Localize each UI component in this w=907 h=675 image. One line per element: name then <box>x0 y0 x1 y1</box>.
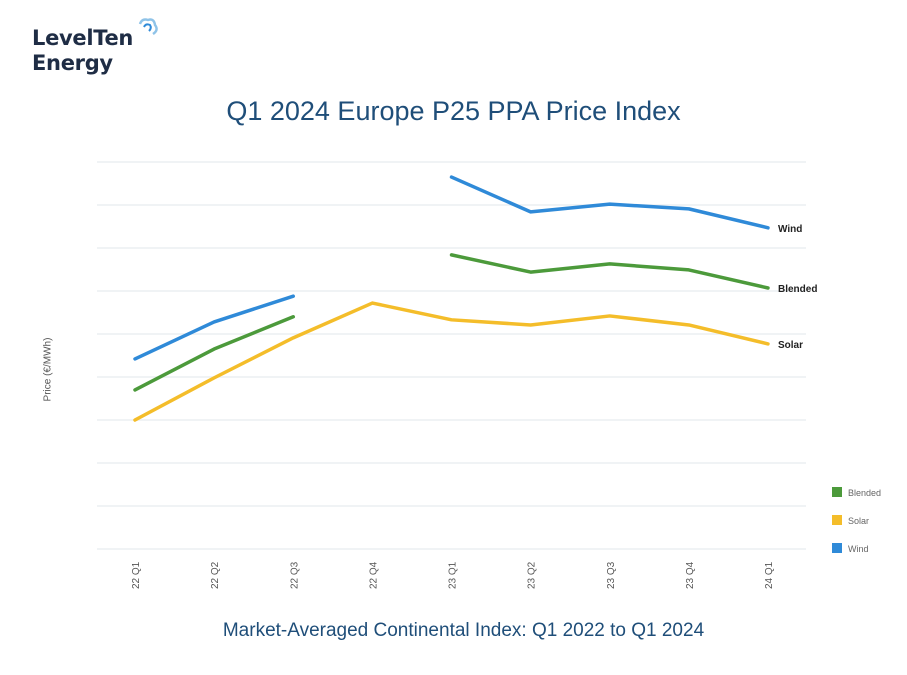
legend-label-wind: Wind <box>848 544 869 554</box>
x-tick-label: 23 Q2 <box>527 561 538 589</box>
end-label-wind: Wind <box>778 224 802 235</box>
series-line-blended <box>449 253 770 290</box>
end-label-solar: Solar <box>778 340 803 351</box>
series-line-blended <box>133 315 295 392</box>
x-tick-label: 24 Q1 <box>764 561 775 589</box>
legend-label-solar: Solar <box>848 516 869 526</box>
x-tick-label: 22 Q3 <box>289 561 300 589</box>
x-tick-label: 23 Q1 <box>448 561 459 589</box>
logo-line-1: LevelTen <box>32 26 134 50</box>
x-tick-label: 22 Q2 <box>210 561 221 589</box>
x-tick-label: 23 Q3 <box>606 561 617 589</box>
x-tick-label: 22 Q4 <box>368 561 379 589</box>
legend-swatch-wind <box>832 543 842 553</box>
series-line-wind <box>133 294 295 361</box>
logo-line-2: Energy <box>32 51 113 75</box>
legend-swatch-solar <box>832 515 842 525</box>
series-line-wind <box>449 175 770 230</box>
logo-swirl-icon <box>138 18 158 36</box>
end-label-blended: Blended <box>778 284 817 295</box>
legend-swatch-blended <box>832 487 842 497</box>
chart-title: Q1 2024 Europe P25 PPA Price Index <box>226 96 681 126</box>
series-line-solar <box>133 301 770 422</box>
x-tick-label: 23 Q4 <box>685 561 696 589</box>
levelten-logo: LevelTen Energy <box>32 26 133 76</box>
x-tick-label: 22 Q1 <box>131 561 142 589</box>
legend-label-blended: Blended <box>848 488 881 498</box>
chart-subtitle: Market-Averaged Continental Index: Q1 20… <box>222 620 705 641</box>
